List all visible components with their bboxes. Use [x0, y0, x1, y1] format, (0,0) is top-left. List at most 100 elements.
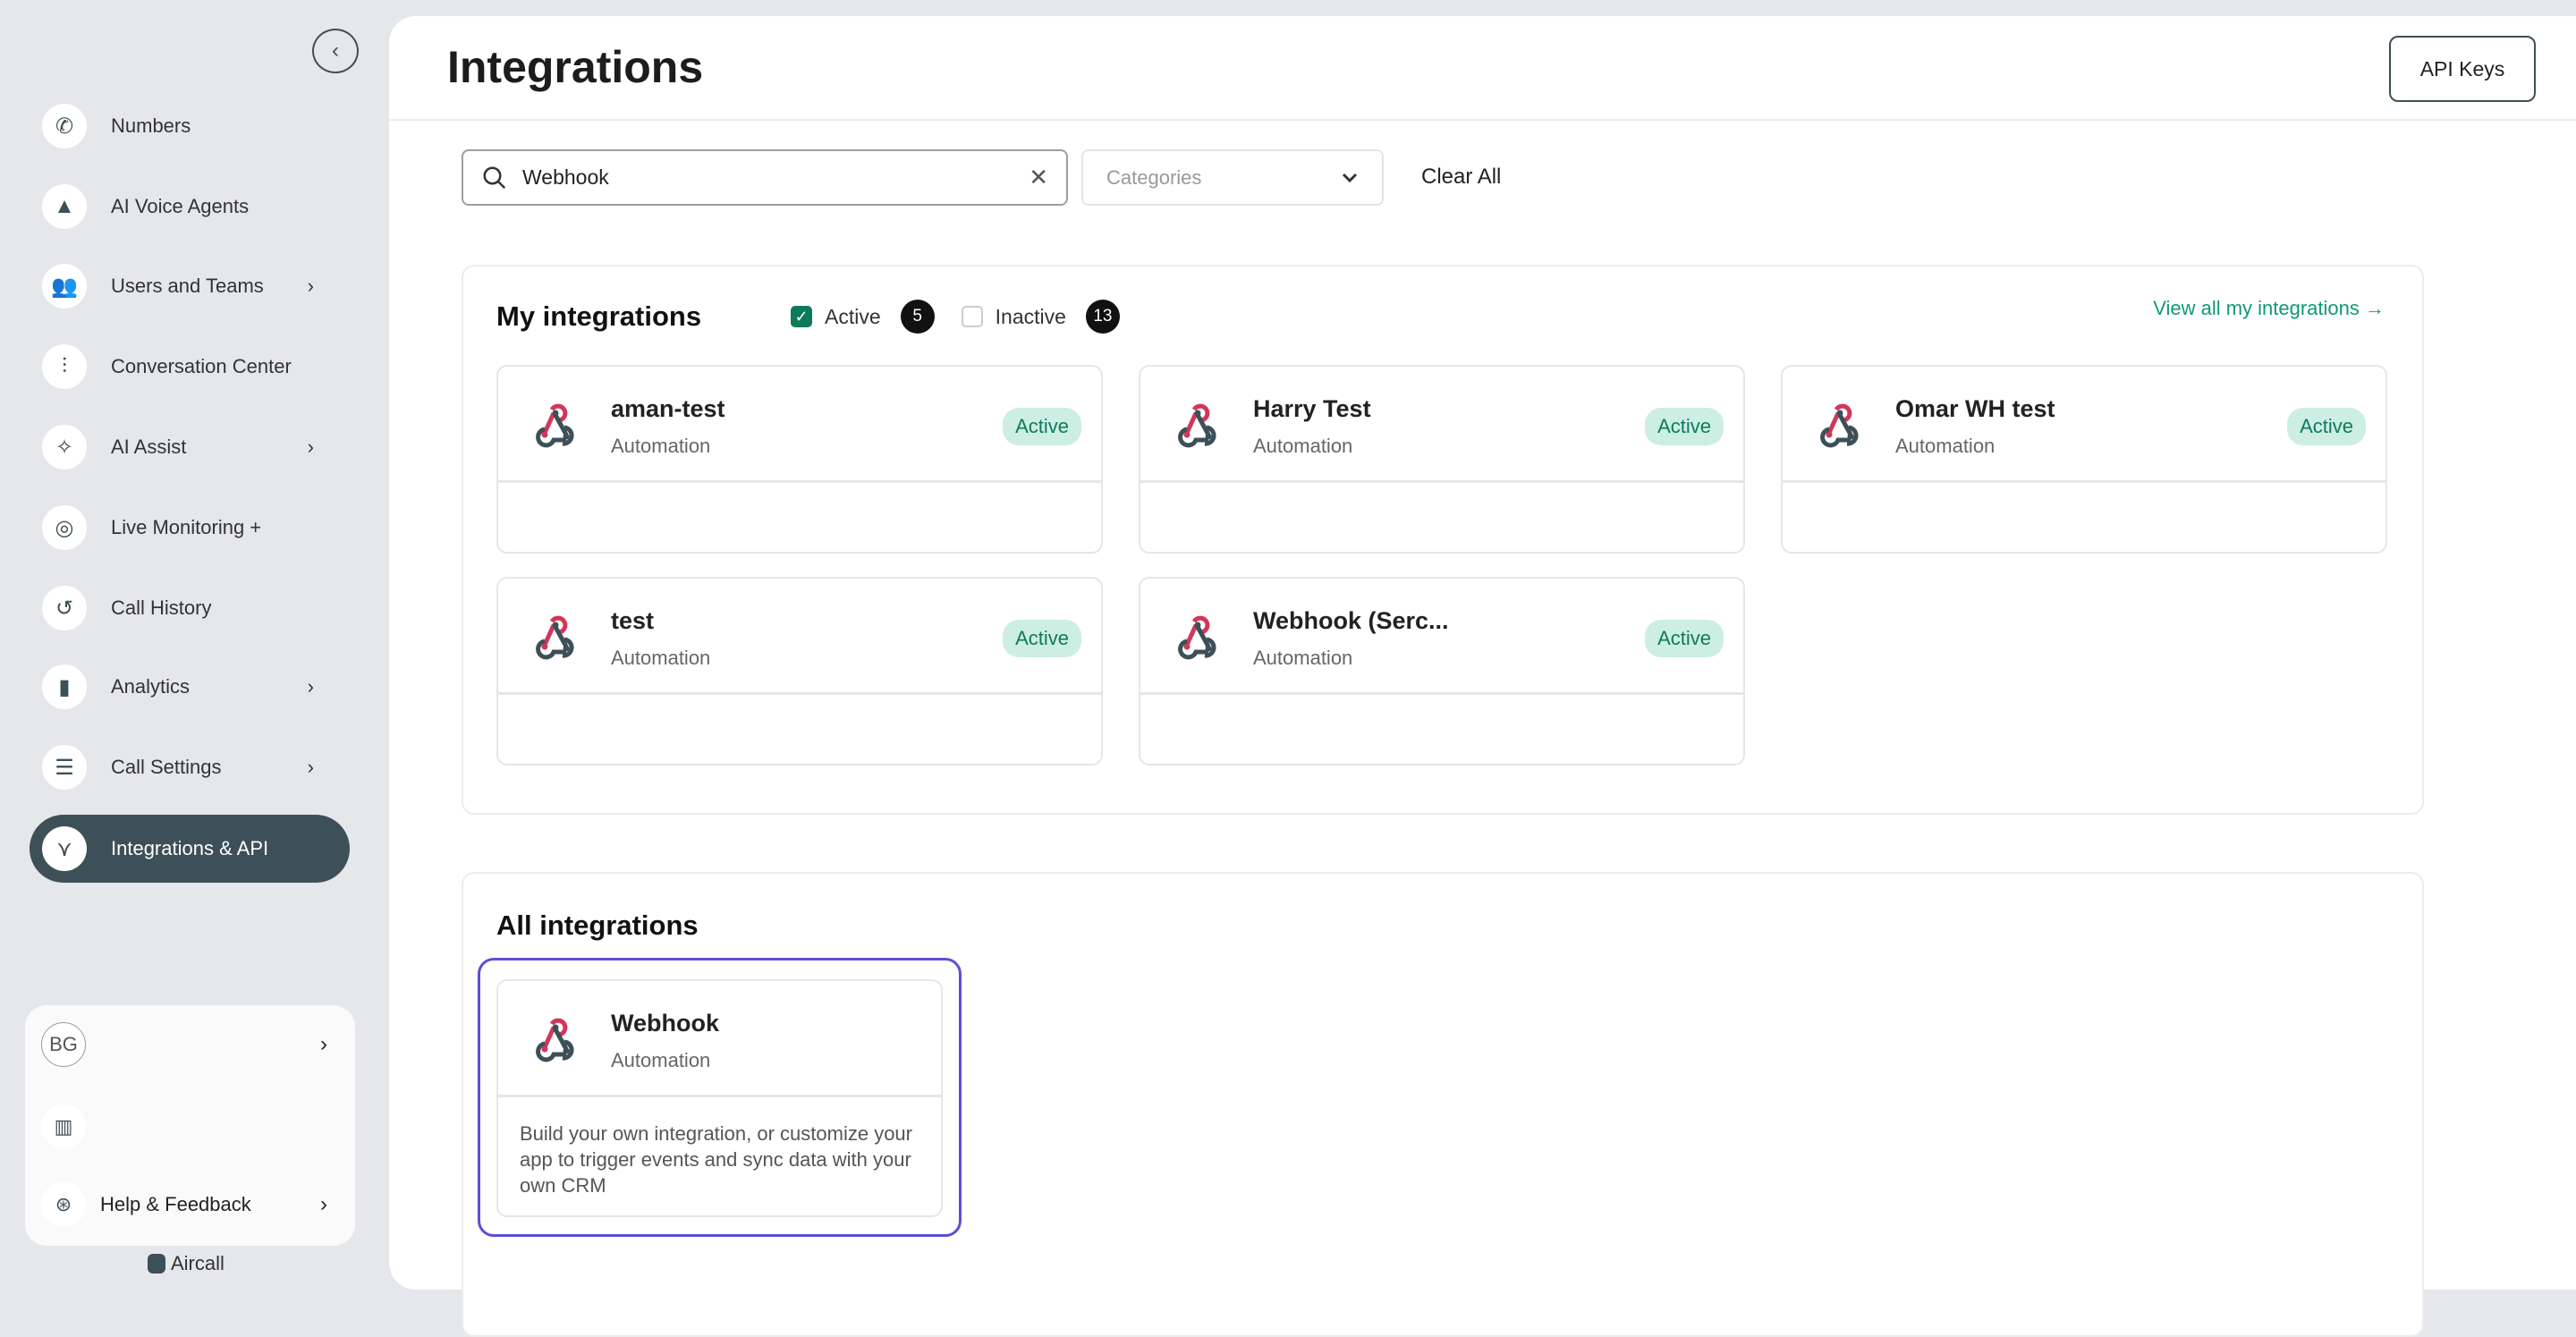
- chevron-right-icon: ›: [320, 1192, 327, 1216]
- search-icon: [483, 166, 506, 189]
- integration-category: Automation: [611, 435, 711, 457]
- selected-highlight: [478, 958, 962, 1237]
- api-keys-button[interactable]: API Keys: [2389, 36, 2536, 102]
- status-filters: ✓ Active 5 Inactive 13: [791, 300, 1120, 334]
- history-icon: ↺: [42, 586, 87, 630]
- sidebar-item-live-monitoring[interactable]: ◎ Live Monitoring +: [30, 494, 350, 562]
- integration-name: test: [611, 607, 655, 634]
- sidebar-item-label: Numbers: [111, 114, 191, 137]
- sidebar-item-label: Analytics: [111, 675, 191, 698]
- aircall-logo: Aircall: [148, 1252, 225, 1275]
- sidebar-item-call-history[interactable]: ↺ Call History: [30, 574, 350, 642]
- inactive-checkbox[interactable]: [961, 306, 983, 327]
- status-badge: Active: [1645, 620, 1724, 657]
- brand-name: Aircall: [171, 1252, 225, 1274]
- sidebar-item-label: Call History: [111, 597, 212, 619]
- my-integration-card[interactable]: test Automation Active: [496, 577, 1103, 766]
- categories-dropdown[interactable]: Categories: [1081, 149, 1384, 206]
- header-divider: [389, 119, 2576, 121]
- sidebar-item-label: Live Monitoring +: [111, 516, 262, 538]
- chevron-left-icon: ‹: [332, 38, 339, 63]
- help-label: Help & Feedback: [100, 1193, 251, 1215]
- integration-name: Webhook (Serc...: [1253, 607, 1449, 634]
- my-integration-card[interactable]: Webhook (Serc... Automation Active: [1139, 577, 1745, 766]
- status-badge: Active: [1645, 408, 1724, 445]
- waveform-icon: ⫶: [42, 344, 87, 389]
- integration-name: Harry Test: [1253, 395, 1371, 422]
- search-input[interactable]: [522, 165, 1030, 190]
- chevron-right-icon: ›: [307, 756, 314, 778]
- chevron-right-icon: ›: [307, 275, 314, 297]
- bar-chart-icon: ▮: [42, 664, 87, 709]
- view-all-link[interactable]: View all my integrations →: [2153, 297, 2385, 319]
- sidebar-item-label: Integrations & API: [111, 837, 269, 859]
- chevron-right-icon: ›: [307, 436, 314, 458]
- aircall-icon: [148, 1254, 165, 1274]
- sidebar-item-integrations-api[interactable]: ⋎ Integrations & API: [30, 815, 350, 883]
- building-icon: ▥: [41, 1104, 86, 1149]
- integration-category: Automation: [611, 1049, 711, 1071]
- status-badge: Active: [1003, 408, 1081, 445]
- active-count-badge: 5: [900, 300, 935, 334]
- my-integration-card[interactable]: Omar WH test Automation Active: [1781, 365, 2387, 554]
- integration-category: Automation: [611, 647, 711, 669]
- ai-agent-icon: ▲: [42, 184, 87, 229]
- sidebar-item-label: AI Assist: [111, 436, 187, 458]
- integration-category: Automation: [1253, 435, 1353, 457]
- inactive-label: Inactive: [995, 304, 1066, 328]
- sidebar-item-conversation-center[interactable]: ⫶ Conversation Center: [30, 333, 350, 401]
- sidebar-item-call-settings[interactable]: ☰ Call Settings ›: [30, 733, 350, 801]
- phone-icon: ✆: [42, 104, 87, 148]
- page-title: Integrations: [447, 42, 704, 92]
- clear-search-icon[interactable]: ✕: [1029, 164, 1048, 190]
- webhook-icon: [1178, 403, 1216, 448]
- collapse-sidebar-button[interactable]: ‹: [312, 29, 359, 73]
- integration-category: Automation: [1253, 647, 1353, 669]
- active-checkbox[interactable]: ✓: [791, 306, 812, 327]
- company-item[interactable]: ▥: [41, 1100, 345, 1154]
- clear-all-button[interactable]: Clear All: [1421, 165, 1502, 189]
- sidebar-item-analytics[interactable]: ▮ Analytics ›: [30, 653, 350, 721]
- sidebar-item-label: AI Voice Agents: [111, 195, 250, 217]
- status-badge: Active: [1003, 620, 1081, 657]
- sidebar-item-ai-assist[interactable]: ✧ AI Assist ›: [30, 413, 350, 481]
- active-label: Active: [825, 304, 881, 328]
- sidebar-item-label: Users and Teams: [111, 275, 264, 297]
- search-field[interactable]: ✕: [462, 149, 1068, 206]
- account-item[interactable]: BG ›: [41, 1018, 345, 1071]
- sparkle-icon: ✧: [42, 425, 87, 470]
- webhook-icon: [536, 615, 574, 660]
- sidebar-item-users-and-teams[interactable]: 👥 Users and Teams ›: [30, 252, 350, 320]
- radar-icon: ◎: [42, 505, 87, 550]
- chevron-right-icon: ›: [320, 1032, 327, 1056]
- my-integration-card[interactable]: aman-test Automation Active: [496, 365, 1103, 554]
- webhook-icon: [536, 1018, 574, 1062]
- categories-placeholder: Categories: [1106, 165, 1202, 189]
- chevron-right-icon: ›: [307, 675, 314, 698]
- integration-name: Omar WH test: [1895, 395, 2055, 422]
- integration-name: aman-test: [611, 395, 725, 422]
- account-card: BG › ▥ ⊛ Help & Feedback ›: [25, 1005, 355, 1246]
- help-feedback-item[interactable]: ⊛ Help & Feedback ›: [41, 1178, 345, 1231]
- integration-name: Webhook: [611, 1010, 719, 1037]
- sidebar-item-ai-voice-agents[interactable]: ▲ AI Voice Agents: [30, 173, 350, 241]
- my-integrations-title: My integrations: [496, 300, 702, 332]
- sidebar-item-numbers[interactable]: ✆ Numbers: [30, 92, 350, 160]
- users-icon: 👥: [42, 264, 87, 309]
- chevron-down-icon: [1342, 173, 1358, 182]
- lifebuoy-icon: ⊛: [41, 1182, 86, 1227]
- webhook-icon: [1820, 403, 1859, 448]
- integration-category: Automation: [1895, 435, 1996, 457]
- webhook-icon: [536, 403, 574, 448]
- my-integration-card[interactable]: Harry Test Automation Active: [1139, 365, 1745, 554]
- webhook-icon: [1178, 615, 1216, 660]
- sidebar-item-label: Call Settings: [111, 756, 222, 778]
- inactive-count-badge: 13: [1085, 300, 1120, 334]
- sidebar-item-label: Conversation Center: [111, 355, 292, 377]
- avatar: BG: [41, 1022, 86, 1067]
- integrations-icon: ⋎: [42, 826, 87, 871]
- sliders-icon: ☰: [42, 745, 87, 790]
- all-integrations-title: All integrations: [496, 910, 699, 941]
- integration-card-webhook[interactable]: Webhook Automation Build your own integr…: [496, 979, 943, 1217]
- status-badge: Active: [2287, 408, 2366, 445]
